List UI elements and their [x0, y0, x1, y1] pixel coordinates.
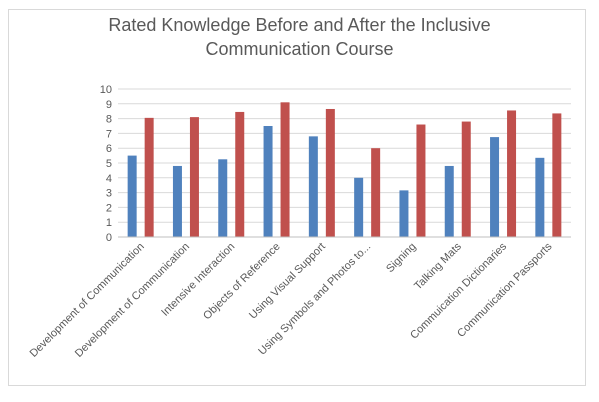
bar-series1-10: [535, 157, 545, 237]
y-axis-tick-labels: 0 1 2 3 4 5 6 7 8 9 10: [100, 84, 112, 244]
bar-series2-2: [189, 117, 199, 237]
bar-series2-4: [280, 102, 290, 237]
y-tick-label: 1: [106, 217, 112, 229]
bar-series1-3: [218, 159, 228, 237]
chart-area: [8, 9, 586, 386]
gridlines: [118, 88, 571, 238]
y-tick-label: 10: [100, 84, 112, 96]
y-tick-label: 0: [106, 232, 112, 244]
y-tick-label: 5: [106, 158, 112, 170]
x-category-label: Communication Passports: [455, 240, 555, 340]
bar-series2-1: [144, 117, 154, 237]
bar-series1-1: [127, 155, 137, 237]
bar-series1-6: [354, 177, 364, 237]
bar-series2-7: [416, 124, 426, 237]
bars: [127, 102, 562, 237]
bar-series2-3: [235, 111, 245, 237]
y-tick-label: 9: [106, 99, 112, 111]
y-tick-label: 8: [106, 114, 112, 126]
bar-series1-2: [172, 165, 182, 237]
y-tick-label: 6: [106, 143, 112, 155]
y-tick-label: 7: [106, 128, 112, 140]
x-category-label: Objects of Reference: [201, 241, 283, 323]
x-category-label: Signing: [384, 241, 418, 275]
y-tick-label: 4: [106, 173, 112, 185]
bar-series1-7: [399, 190, 409, 237]
bar-series1-8: [444, 165, 454, 237]
chart-title-line-1: Rated Knowledge Before and After the Inc…: [108, 15, 491, 35]
bar-series2-10: [552, 113, 562, 237]
x-category-label: Using Visual Support: [247, 241, 328, 322]
bar-series2-5: [325, 108, 335, 237]
bar-series1-9: [490, 137, 500, 237]
y-tick-label: 2: [106, 202, 112, 214]
bar-series2-6: [371, 148, 381, 237]
chart-title-line-2: Communication Course: [205, 39, 394, 59]
x-axis-category-labels: Development of CommunicationDevelopment …: [28, 240, 555, 360]
bar-series2-8: [461, 121, 471, 237]
bar-series1-4: [263, 126, 273, 237]
chart-title: Rated Knowledge Before and After the Inc…: [0, 13, 599, 61]
bar-series2-9: [507, 110, 517, 237]
bar-series1-5: [308, 136, 318, 237]
y-tick-label: 3: [106, 188, 112, 200]
